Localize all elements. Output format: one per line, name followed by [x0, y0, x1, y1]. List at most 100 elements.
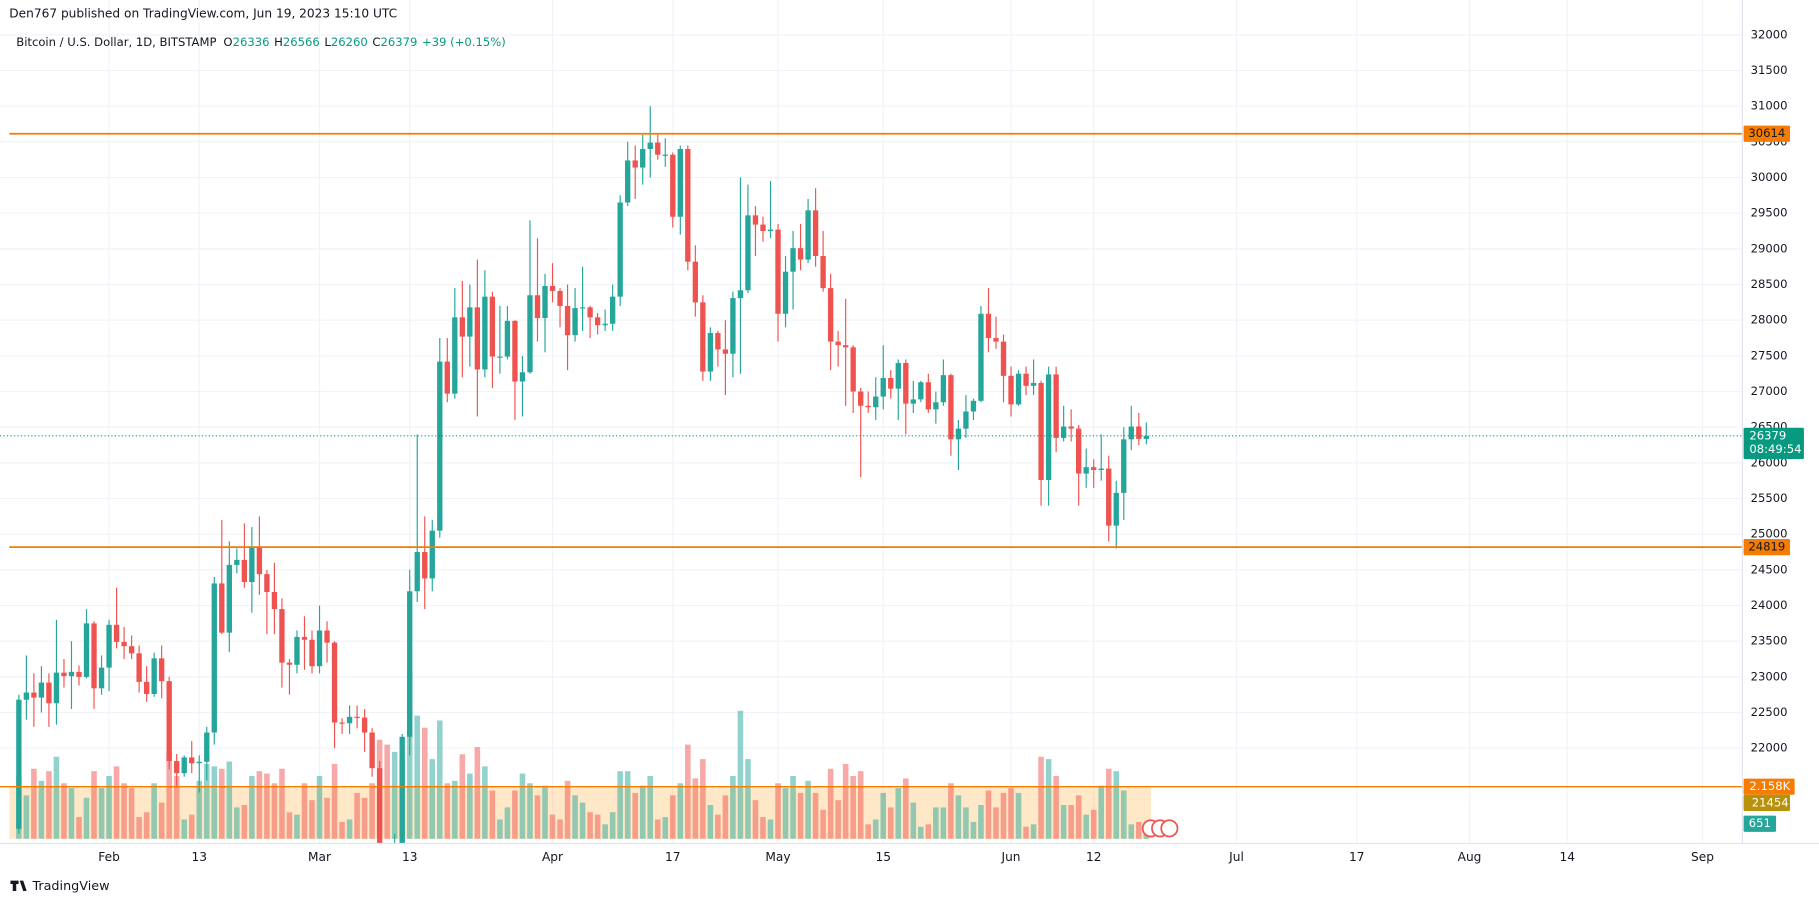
candle-body [128, 646, 135, 654]
volume-bar [143, 812, 150, 839]
candle-body [474, 307, 481, 370]
candle-body [166, 681, 172, 762]
volume-bar [737, 710, 744, 839]
volume-bar [820, 809, 826, 839]
x-tick-label: 17 [1349, 850, 1365, 864]
volume-bar [301, 783, 308, 839]
candle-body [767, 229, 774, 232]
candle-body [331, 642, 338, 723]
candle-body [459, 317, 465, 337]
candle-body [46, 682, 52, 704]
overlays [0, 132, 1743, 788]
grid [0, 0, 1743, 844]
volume-bar [128, 788, 135, 839]
volume-bar [1060, 804, 1067, 839]
volume-bar [46, 771, 52, 839]
candle-body [842, 345, 849, 348]
volume-bar [722, 795, 729, 839]
x-tick-label: 12 [1086, 850, 1102, 864]
volume-bar [1053, 776, 1059, 839]
volume-bar [76, 817, 82, 839]
x-tick-label: Feb [98, 850, 120, 864]
candle-body [760, 224, 766, 232]
volume-bar [271, 783, 278, 839]
volume-bar [587, 812, 593, 839]
volume-bar [249, 776, 255, 839]
volume-bar [624, 771, 631, 839]
legend-close: 26379 [380, 34, 417, 48]
volume-bar [662, 817, 669, 839]
x-tick-label: Sep [1691, 850, 1714, 864]
volume-bar [414, 715, 421, 839]
volume-bar [497, 819, 503, 839]
candle-body [797, 248, 804, 260]
candle-body [1045, 374, 1052, 480]
volume-bar [564, 780, 571, 839]
candle-body [399, 736, 405, 844]
volume-bar [61, 783, 67, 839]
candle-body [812, 210, 819, 257]
indicator-label: 21454 [1752, 795, 1789, 809]
candle-body [83, 623, 90, 677]
candle-body [948, 375, 954, 440]
volume-bar [113, 766, 120, 839]
candle-body [1038, 382, 1044, 480]
candle-body [219, 583, 225, 633]
candle-body [549, 285, 556, 291]
volume-bar [83, 797, 90, 839]
legend-h: H [274, 34, 283, 48]
volume-bar [23, 795, 30, 839]
candle-body [534, 295, 541, 319]
volume-bar [166, 751, 172, 839]
volume-bar [654, 819, 661, 839]
volume-bar [219, 768, 225, 839]
volume-bar [121, 783, 127, 839]
volume-bar [933, 807, 939, 839]
volume-bar [850, 776, 856, 839]
volume-bar [910, 802, 917, 839]
candle-body [775, 229, 781, 314]
candle-body [1000, 341, 1007, 376]
level-label-box [1743, 125, 1790, 142]
candle-body [579, 307, 586, 309]
candle-body [993, 338, 999, 342]
volume-bar [918, 826, 924, 839]
y-tick-label: 29000 [1751, 241, 1788, 255]
volume-bar [53, 756, 60, 839]
volume-bar [1098, 785, 1105, 839]
candle-body [609, 296, 616, 324]
candle-body [670, 154, 676, 217]
volume-bar [685, 744, 691, 839]
candle-body [933, 402, 939, 410]
candle-body [76, 671, 82, 677]
candle-body [346, 716, 353, 724]
candle-body [925, 382, 932, 410]
volume-bar [158, 802, 165, 839]
volume-bar [91, 771, 97, 839]
candle-body [910, 399, 916, 404]
volume-bar [775, 783, 781, 839]
candle-body [895, 363, 901, 389]
x-tick-label: Jul [1228, 850, 1244, 864]
candle-body [316, 630, 323, 667]
candle-body [519, 372, 526, 382]
legend-o: O [223, 34, 232, 48]
volume-bar [436, 720, 443, 839]
candle-body [504, 320, 511, 357]
candle-body [1053, 374, 1059, 438]
volume-bar [474, 747, 481, 839]
candle-body [23, 692, 30, 700]
volume-bar [594, 814, 601, 839]
volume-bar [745, 759, 751, 839]
candle-body [61, 672, 67, 677]
candle-body [835, 341, 841, 346]
volume-ma-label: 2.158K [1749, 779, 1790, 793]
volume-bar [346, 819, 353, 839]
candle-body [113, 624, 120, 642]
volume-bar [181, 819, 188, 839]
y-tick-label: 27500 [1751, 348, 1788, 362]
candle-body [1136, 426, 1142, 439]
candle-body [437, 361, 443, 531]
candle-body [1143, 435, 1149, 439]
volume-bar [136, 817, 142, 839]
